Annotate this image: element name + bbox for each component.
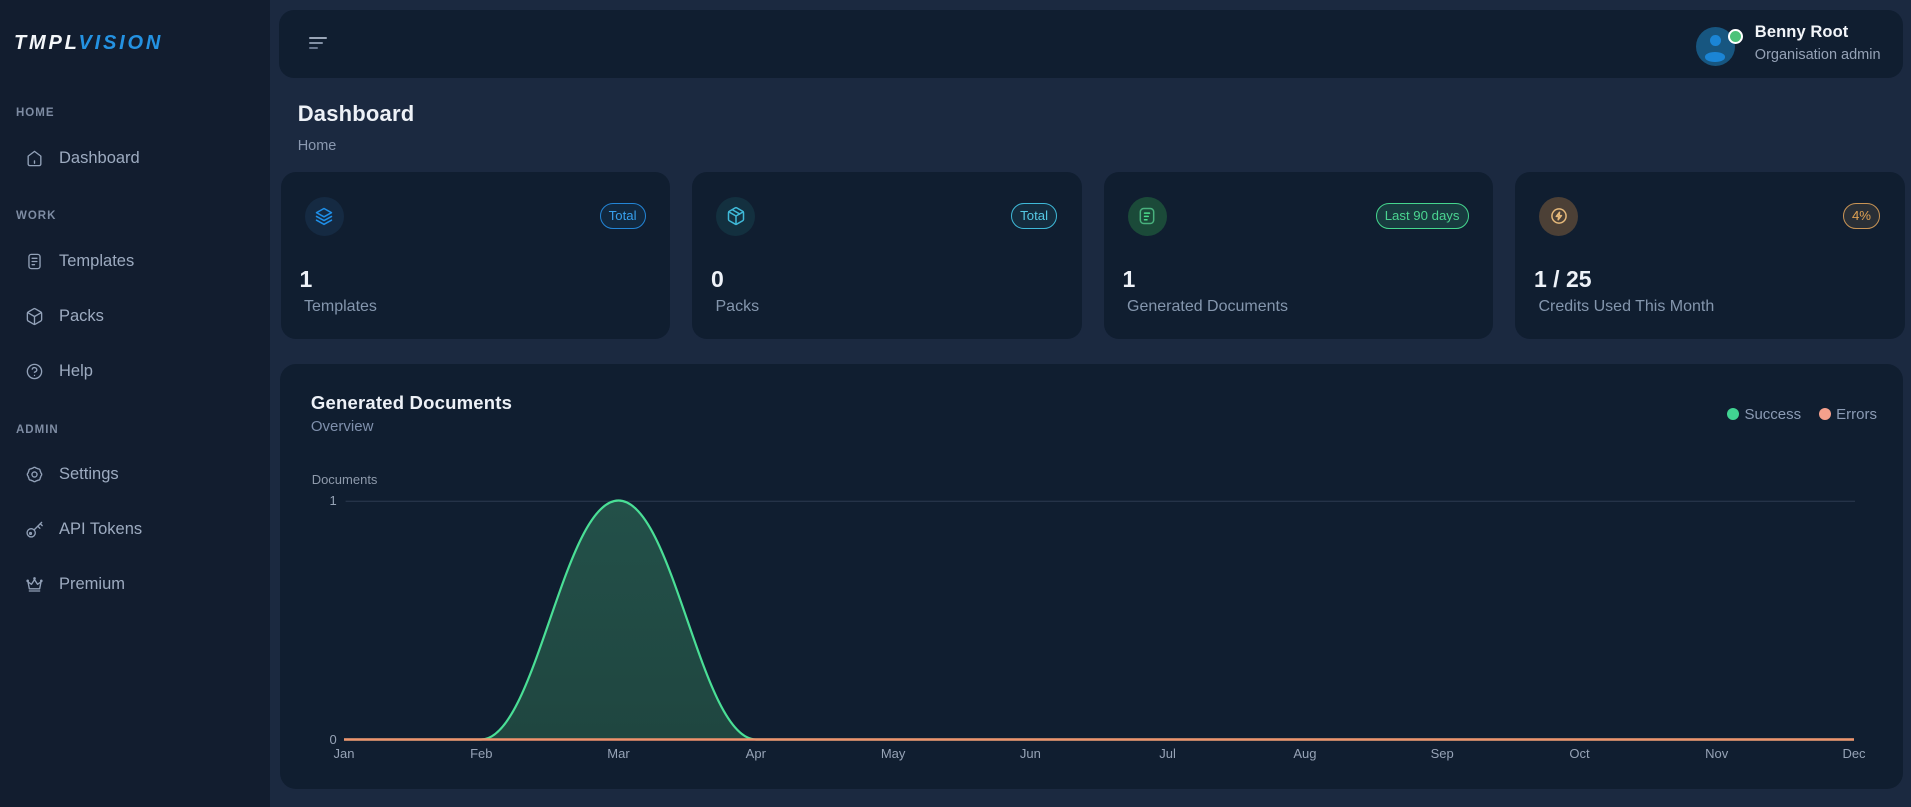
svg-text:Jan: Jan [334,745,355,760]
svg-text:Mar: Mar [607,745,630,760]
svg-text:Aug: Aug [1293,745,1316,760]
svg-text:Dec: Dec [1842,745,1866,760]
svg-text:Oct: Oct [1569,745,1590,760]
svg-text:Nov: Nov [1705,745,1729,760]
svg-text:Feb: Feb [470,745,492,760]
svg-text:Jul: Jul [1159,745,1176,760]
svg-text:0: 0 [329,732,336,747]
svg-text:Jun: Jun [1020,745,1041,760]
svg-text:May: May [881,745,906,760]
svg-text:1: 1 [329,492,336,507]
svg-text:Apr: Apr [746,745,767,760]
svg-text:Sep: Sep [1431,745,1454,760]
